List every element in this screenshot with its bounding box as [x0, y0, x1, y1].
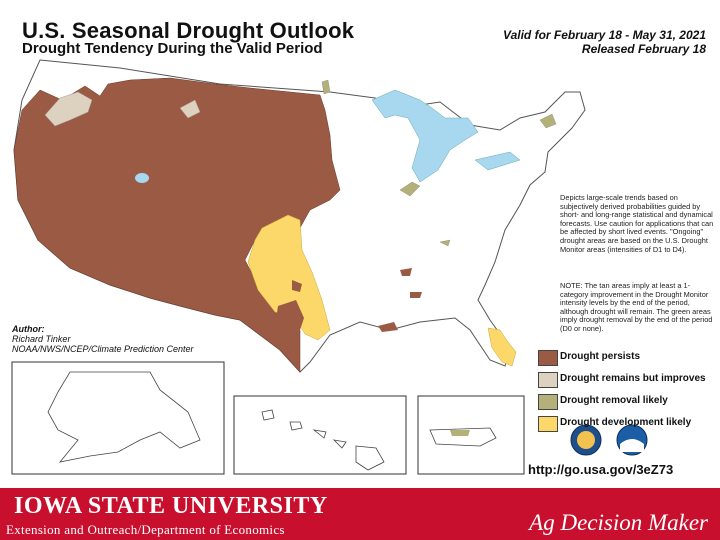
department-name: Extension and Outreach/Department of Eco…	[6, 522, 285, 537]
hawaii-islands	[261, 409, 385, 471]
university-wordmark: IOWA STATE UNIVERSITY	[14, 493, 328, 519]
salt-lake	[135, 173, 149, 183]
brand-name: Ag Decision Maker	[529, 510, 708, 535]
legend-item: Drought remains but improves	[538, 372, 720, 388]
legend-label: Drought removal likely	[560, 395, 668, 406]
legend-item: Drought removal likely	[538, 394, 720, 410]
drought-persists-patch-se	[378, 268, 422, 332]
page-subtitle: Drought Tendency During the Valid Period	[22, 40, 323, 57]
page-title: U.S. Seasonal Drought Outlook	[22, 18, 355, 43]
drought-persists-patch-tx	[276, 280, 304, 336]
legend-swatch	[538, 372, 558, 388]
author-org: NOAA/NWS/NCEP/Climate Prediction Center	[12, 344, 194, 354]
source-link[interactable]: http://go.usa.gov/3eZ73	[528, 462, 674, 477]
author-name: Richard Tinker	[12, 334, 71, 344]
footer-bar	[0, 488, 720, 540]
outlook-note: NOTE: The tan areas imply at least a 1-c…	[560, 281, 713, 333]
valid-dates: Valid for February 18 - May 31, 2021	[503, 28, 706, 42]
author-block: Author: Richard Tinker NOAA/NWS/NCEP/Cli…	[12, 324, 194, 354]
drought-development-region-plains	[247, 214, 331, 341]
valid-period: Valid for February 18 - May 31, 2021 Rel…	[503, 28, 706, 56]
release-date: Released February 18	[581, 42, 706, 56]
legend-swatch	[538, 416, 558, 432]
drought-improves-region	[44, 91, 201, 127]
puerto-rico-outline	[429, 427, 497, 447]
legend-label: Drought development likely	[560, 417, 692, 428]
legend-swatch	[538, 394, 558, 410]
noaa-logo-wave	[620, 439, 644, 452]
legend-label: Drought remains but improves	[560, 373, 706, 384]
commerce-seal-inner	[577, 431, 595, 449]
legend-item: Drought persists	[538, 350, 720, 366]
great-lakes	[371, 89, 521, 183]
legend-label: Drought persists	[560, 351, 641, 362]
drought-development-region-florida	[487, 327, 517, 367]
drought-map	[11, 59, 648, 475]
puerto-rico-removal-patch	[450, 430, 470, 436]
alaska-outline	[47, 371, 201, 463]
drought-removal-region	[321, 79, 557, 247]
outlook-description: Depicts large-scale trends based on subj…	[560, 193, 714, 254]
author-label: Author:	[12, 324, 45, 334]
legend-item: Drought development likely	[538, 416, 720, 432]
legend-swatch	[538, 350, 558, 366]
